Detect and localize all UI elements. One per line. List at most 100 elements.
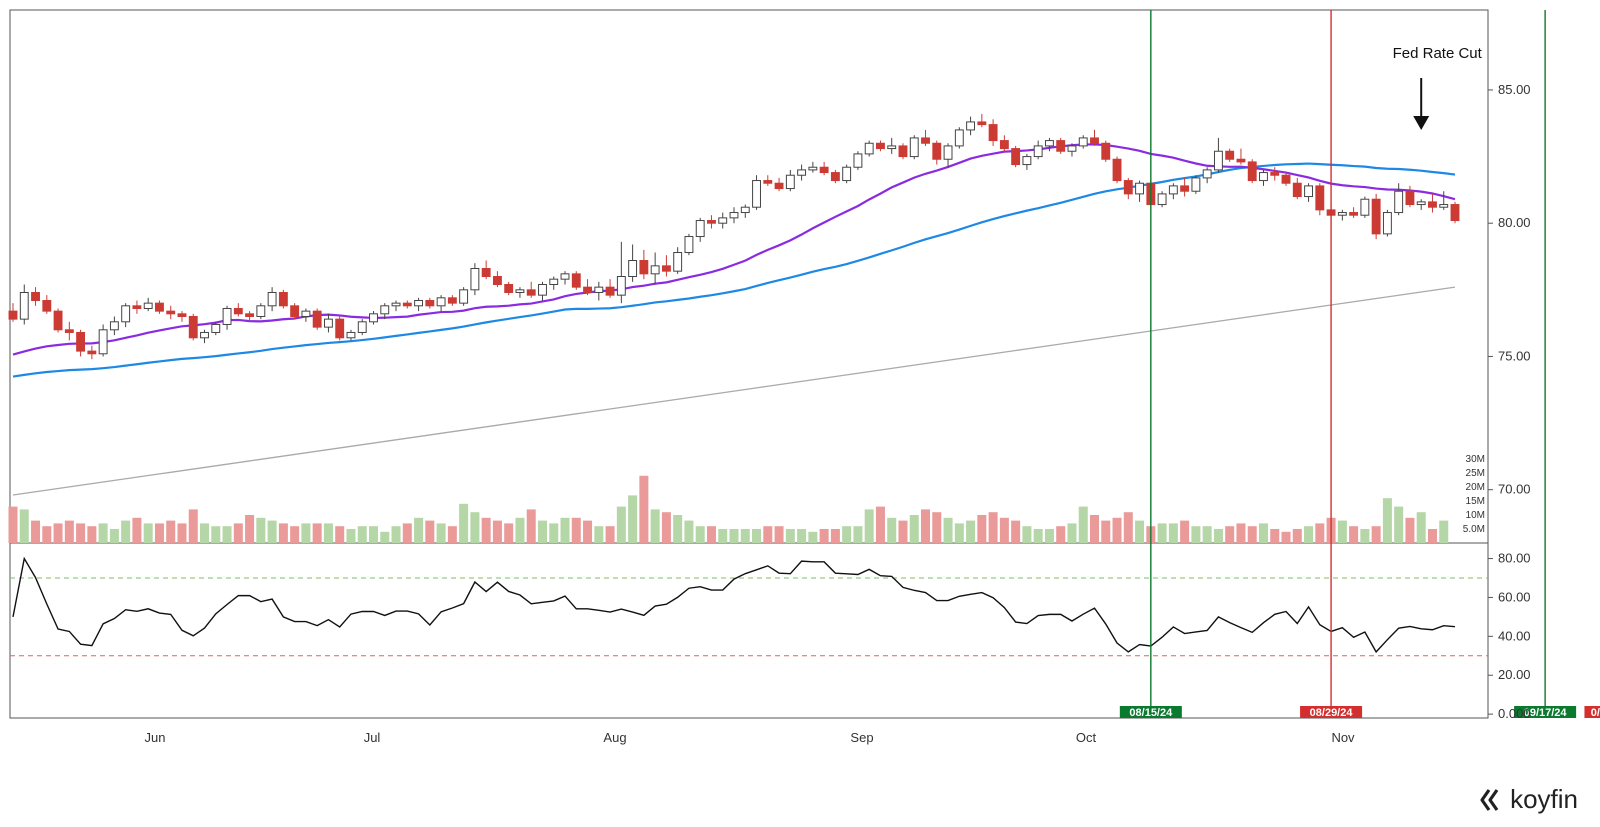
- volume-bar: [1405, 517, 1415, 543]
- candle-body: [718, 217, 728, 224]
- annotation: Fed Rate Cut: [1393, 45, 1483, 130]
- candle: [560, 271, 570, 285]
- candle: [245, 311, 255, 322]
- month-label: Jul: [364, 730, 381, 745]
- candle-body: [954, 129, 964, 147]
- candle-body: [571, 273, 581, 288]
- volume-bar: [1168, 523, 1178, 543]
- volume-bar: [481, 517, 491, 543]
- candle: [774, 177, 784, 192]
- candle-body: [966, 121, 976, 131]
- volume-bar: [470, 512, 480, 543]
- volume-bar: [1202, 526, 1212, 543]
- candle: [1101, 140, 1111, 162]
- volume-bar: [549, 523, 559, 543]
- candle-body: [1168, 185, 1178, 195]
- candle-body: [740, 206, 750, 214]
- event-tag: 08/29/24: [1300, 706, 1363, 719]
- candle: [132, 300, 142, 314]
- candle: [211, 321, 221, 336]
- candle: [1123, 177, 1133, 200]
- candle-body: [447, 297, 457, 304]
- event-tag-label: 08/29/24: [1310, 707, 1354, 719]
- rsi-tick-label: 80.00: [1498, 551, 1531, 566]
- volume-bar: [368, 526, 379, 543]
- candle: [650, 252, 660, 285]
- candle-body: [673, 252, 683, 272]
- candle: [605, 279, 615, 298]
- volume-bar: [335, 526, 345, 543]
- volume-bar: [954, 523, 964, 543]
- volume-bar: [267, 520, 277, 543]
- volume-bar: [537, 520, 547, 543]
- candle: [954, 127, 964, 149]
- candle-body: [661, 265, 671, 272]
- volume-bar: [1371, 526, 1381, 543]
- volume-bar: [706, 526, 716, 543]
- candle-body: [1123, 180, 1133, 195]
- candle: [42, 295, 52, 314]
- candle-body: [1304, 185, 1313, 198]
- candle-body: [684, 236, 694, 254]
- volume-bar: [661, 512, 671, 543]
- volume-bar: [166, 520, 176, 543]
- rsi-tick-label: 60.00: [1498, 589, 1531, 604]
- candle: [1360, 196, 1370, 218]
- volume-bar: [1067, 523, 1077, 543]
- volume-bar: [1360, 529, 1370, 543]
- candle-body: [1157, 193, 1167, 206]
- candle-body: [380, 305, 390, 315]
- candle-body: [650, 265, 660, 275]
- volume-bar: [76, 523, 86, 543]
- candle: [515, 287, 525, 298]
- candle-body: [414, 299, 424, 307]
- volume-bar: [8, 506, 18, 543]
- candle: [752, 175, 761, 210]
- candle-body: [515, 289, 525, 293]
- volume-bar: [278, 523, 288, 543]
- volume-bar: [1191, 526, 1201, 543]
- volume-bar: [245, 515, 255, 543]
- candle: [684, 233, 694, 256]
- candle-body: [132, 305, 142, 309]
- candle: [87, 345, 97, 360]
- candle-body: [707, 220, 716, 224]
- candle: [1259, 169, 1268, 186]
- candle: [1056, 137, 1066, 154]
- volume-bar: [1270, 529, 1280, 543]
- candle-body: [943, 145, 953, 160]
- candle-body: [1416, 201, 1426, 206]
- event-tag: 0/24: [1584, 706, 1600, 719]
- candle: [109, 316, 119, 336]
- volume-tick-label: 10M: [1466, 510, 1485, 521]
- price-tick-label: 80.00: [1498, 215, 1531, 230]
- candle-body: [436, 297, 446, 307]
- candle-body: [583, 286, 592, 293]
- candle-body: [323, 318, 333, 328]
- volume-bar: [42, 526, 52, 543]
- candle: [1439, 191, 1449, 210]
- volume-bar: [571, 517, 581, 543]
- candle: [335, 316, 345, 341]
- volume-bar: [1337, 520, 1347, 543]
- volume-bar: [109, 529, 119, 543]
- volume-bars: [8, 475, 1449, 543]
- candle: [1270, 167, 1280, 181]
- koyfin-logo: koyfin: [1480, 784, 1578, 815]
- candle-body: [1202, 169, 1212, 179]
- candle-body: [1011, 148, 1021, 166]
- candle: [639, 249, 649, 280]
- candle: [1112, 156, 1122, 184]
- candle-body: [155, 302, 164, 312]
- volume-bar: [650, 509, 660, 543]
- candle-body: [774, 182, 784, 190]
- candle: [414, 297, 424, 312]
- volume-tick-label: 25M: [1466, 468, 1485, 479]
- rsi-tick-label: 20.00: [1498, 667, 1531, 682]
- candle-body: [1044, 140, 1054, 147]
- candle-body: [233, 307, 243, 315]
- volume-bar: [594, 526, 604, 543]
- volume-bar: [718, 529, 728, 543]
- volume-bar: [402, 523, 412, 543]
- month-label: Oct: [1076, 730, 1097, 745]
